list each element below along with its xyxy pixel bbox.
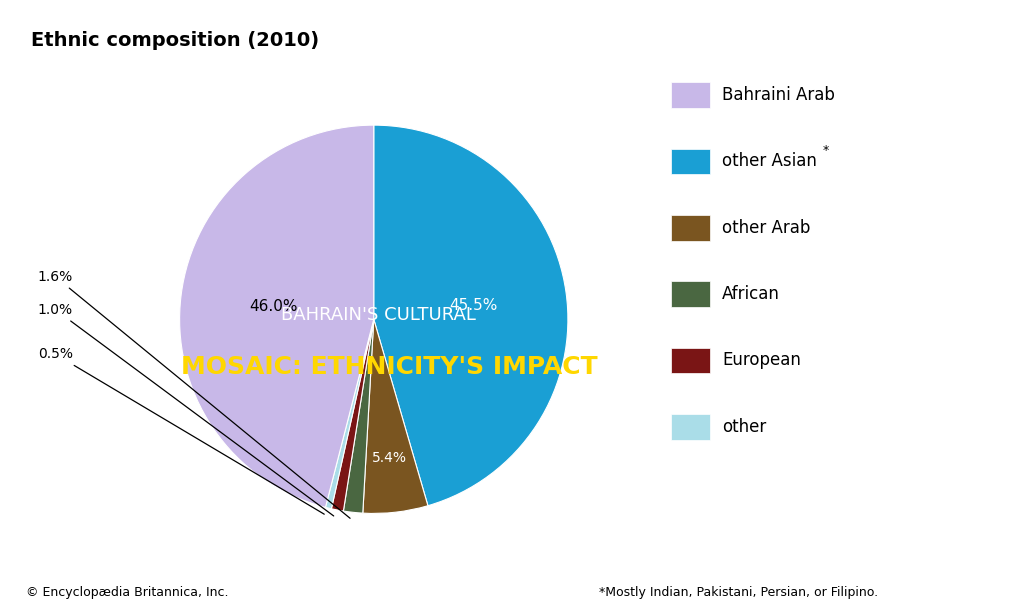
Wedge shape	[179, 125, 374, 507]
Text: European: European	[722, 351, 801, 370]
Text: 1.6%: 1.6%	[38, 270, 350, 518]
Wedge shape	[332, 319, 374, 511]
Wedge shape	[343, 319, 374, 513]
Text: Ethnic composition (2010): Ethnic composition (2010)	[31, 31, 318, 50]
Text: 1.0%: 1.0%	[38, 303, 334, 516]
Text: 0.5%: 0.5%	[38, 348, 325, 514]
Text: MOSAIC: ETHNICITY'S IMPACT: MOSAIC: ETHNICITY'S IMPACT	[181, 355, 597, 379]
Text: other Asian: other Asian	[722, 152, 817, 171]
Text: 46.0%: 46.0%	[250, 299, 298, 314]
Text: other: other	[722, 418, 766, 436]
Text: Bahraini Arab: Bahraini Arab	[722, 86, 835, 104]
Wedge shape	[326, 319, 374, 509]
Wedge shape	[362, 319, 428, 513]
Text: BAHRAIN'S CULTURAL: BAHRAIN'S CULTURAL	[282, 306, 476, 324]
Text: *: *	[823, 144, 829, 157]
Text: other Arab: other Arab	[722, 219, 810, 237]
Text: *Mostly Indian, Pakistani, Persian, or Filipino.: *Mostly Indian, Pakistani, Persian, or F…	[599, 586, 879, 599]
Text: © Encyclopædia Britannica, Inc.: © Encyclopædia Britannica, Inc.	[26, 586, 228, 599]
Wedge shape	[374, 125, 568, 506]
Text: 5.4%: 5.4%	[372, 451, 407, 465]
Text: 45.5%: 45.5%	[450, 298, 498, 313]
Text: African: African	[722, 285, 780, 303]
